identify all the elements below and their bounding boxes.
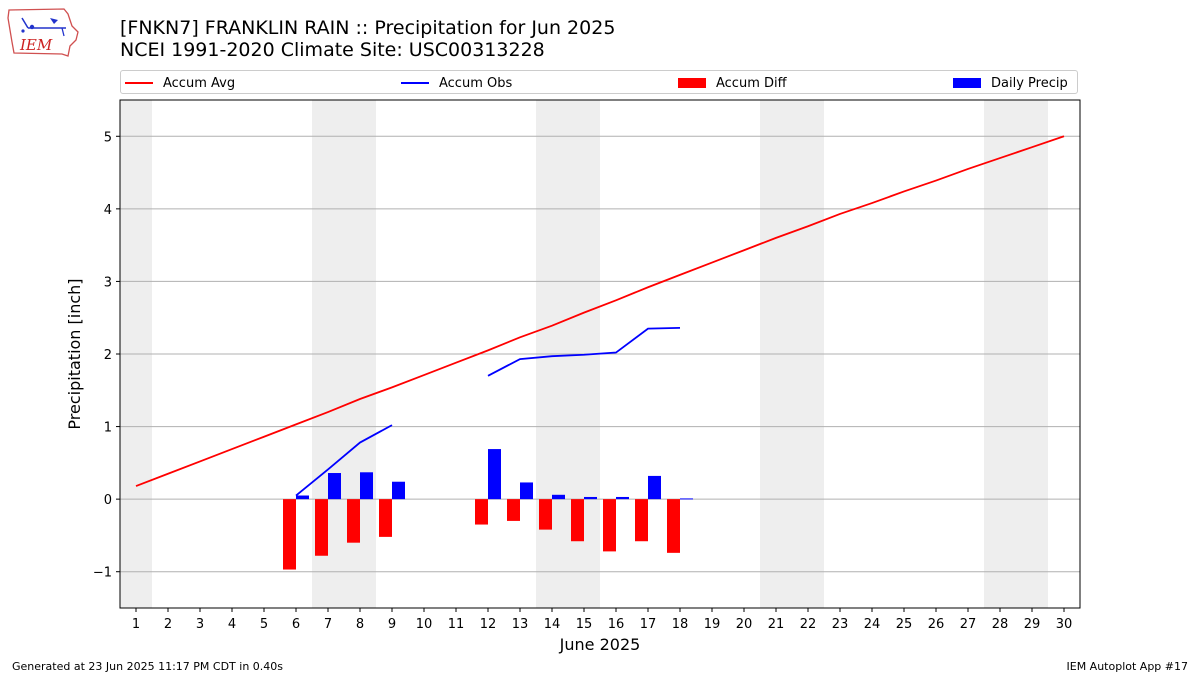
daily-precip-bar [488,449,501,500]
x-tick-label: 30 [1056,617,1073,632]
footer-generated-text: Generated at 23 Jun 2025 11:17 PM CDT in… [12,660,284,673]
legend-swatch-daily-precip [953,78,981,88]
x-tick-label: 25 [896,617,913,632]
accum-diff-bar [571,499,584,542]
y-tick-label: 1 [104,421,112,436]
x-tick-label: 17 [640,617,657,632]
legend-item-accum-avg: Accum Avg [125,74,235,92]
x-tick-label: 16 [608,617,625,632]
daily-precip-bar [616,496,629,500]
x-tick-label: 3 [196,617,204,632]
x-tick-label: 29 [1024,617,1041,632]
accum-diff-bar [347,499,360,543]
legend-label-accum-avg: Accum Avg [163,75,236,91]
x-tick-label: 6 [292,617,300,632]
daily-precip-bar [360,472,373,500]
x-tick-label: 4 [228,617,236,632]
legend-item-accum-obs: Accum Obs [401,74,512,92]
x-tick-label: 27 [960,617,977,632]
x-tick-label: 12 [480,617,497,632]
x-tick-label: 1 [132,617,140,632]
daily-precip-bar [552,494,565,500]
x-tick-label: 23 [832,617,849,632]
accum-diff-bar [539,499,552,530]
y-tick-label: 4 [104,203,112,218]
y-tick-label: 5 [104,130,112,145]
x-tick-label: 8 [356,617,364,632]
x-tick-label: 14 [544,617,561,632]
daily-precip-bar [584,496,597,500]
x-tick-label: 10 [416,617,433,632]
daily-precip-bar [648,475,661,500]
y-tick-label: 0 [104,493,112,508]
accum-diff-bar [635,499,648,542]
legend: Accum Avg Accum Obs Accum Diff Daily Pre… [120,70,1078,94]
x-tick-label: 19 [704,617,721,632]
x-tick-label: 9 [388,617,396,632]
x-tick-label: 21 [768,617,785,632]
daily-precip-bar [296,495,309,500]
x-tick-label: 18 [672,617,689,632]
x-tick-label: 26 [928,617,945,632]
accum-diff-bar [475,499,488,525]
footer-app-text: IEM Autoplot App #17 [1066,660,1189,673]
x-tick-label: 22 [800,617,817,632]
y-axis-label: Precipitation [inch] [65,278,84,429]
accum-diff-bar [507,499,520,521]
x-tick-label: 28 [992,617,1009,632]
accum-diff-bar [667,499,680,553]
accum-diff-bar [315,499,328,556]
accum-obs-line [487,326,681,377]
plot-frame [119,99,1081,609]
logo-text: IEM [19,36,53,54]
x-tick-label: 24 [864,617,881,632]
legend-swatch-accum-obs [401,82,429,84]
daily-precip-bar [520,482,533,500]
legend-label-accum-diff: Accum Diff [716,75,787,91]
iem-logo: IEM [7,8,79,57]
daily-precip-bar [328,473,341,500]
accum-obs-line [295,424,393,497]
legend-label-accum-obs: Accum Obs [439,75,513,91]
accum-diff-bar [603,499,616,552]
y-tick-label: 3 [104,275,112,290]
x-axis-label: June 2025 [559,635,641,654]
legend-item-accum-diff: Accum Diff [678,74,787,92]
legend-item-daily-precip: Daily Precip [953,74,1068,92]
daily-precip-bar [392,481,405,500]
chart-subtitle: NCEI 1991-2020 Climate Site: USC00313228 [120,39,545,61]
accum-avg-line [135,135,1065,487]
legend-label-daily-precip: Daily Precip [991,75,1068,91]
daily-precip-bar [680,498,693,500]
x-tick-label: 11 [448,617,465,632]
accum-diff-bar [283,499,296,570]
x-tick-label: 20 [736,617,753,632]
accum-diff-bar [379,499,392,537]
x-tick-label: 5 [260,617,268,632]
x-tick-label: 13 [512,617,529,632]
legend-swatch-accum-avg [125,82,153,84]
x-tick-label: 15 [576,617,593,632]
y-tick-label: −1 [93,566,112,581]
x-tick-label: 2 [164,617,172,632]
chart-title: [FNKN7] FRANKLIN RAIN :: Precipitation f… [120,17,616,39]
y-tick-label: 2 [104,348,112,363]
iowa-outline-shape [7,8,79,57]
x-tick-label: 7 [324,617,332,632]
legend-swatch-accum-diff [678,78,706,88]
